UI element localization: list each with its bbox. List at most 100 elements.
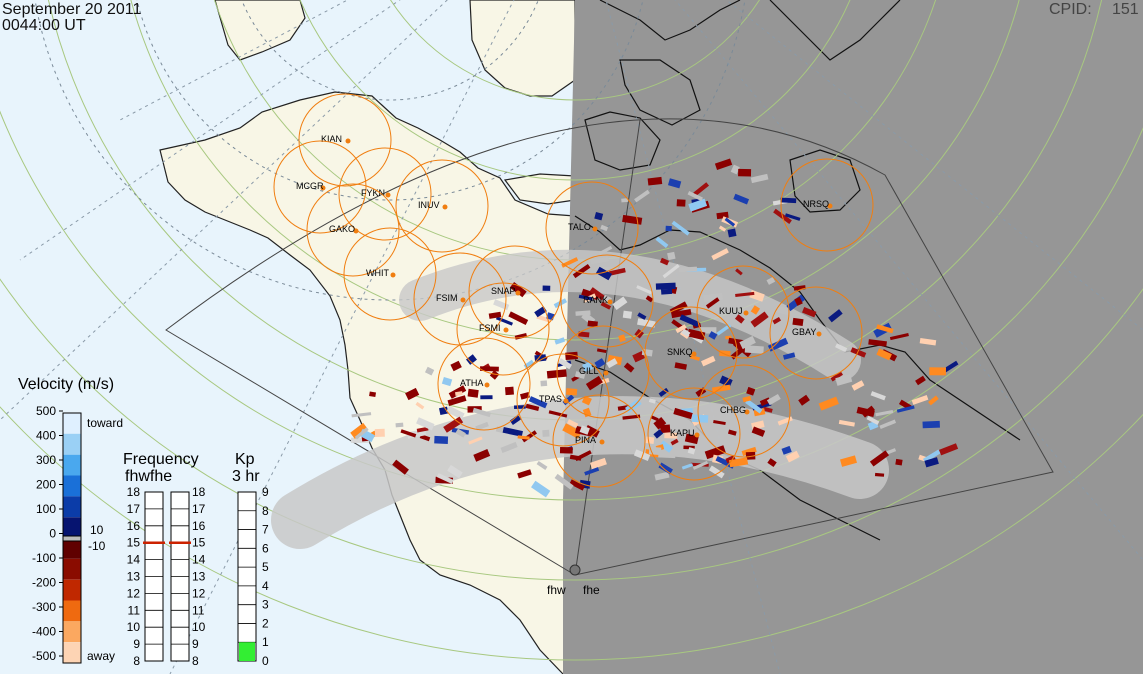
kp-title: Kp bbox=[235, 451, 255, 468]
velocity-color-segment bbox=[63, 454, 81, 476]
frequency-title: Frequency bbox=[123, 451, 199, 468]
velocity-cell bbox=[565, 388, 578, 396]
velocity-cell bbox=[578, 294, 593, 301]
velocity-cell bbox=[671, 308, 692, 319]
velocity-cell bbox=[780, 197, 797, 204]
velocity-cell bbox=[647, 176, 663, 186]
velocity-cell bbox=[447, 464, 463, 479]
velocity-cell bbox=[582, 407, 592, 418]
velocity-cell bbox=[919, 337, 937, 346]
velocity-cell bbox=[419, 434, 431, 442]
velocity-cell bbox=[673, 407, 693, 420]
station-ring bbox=[556, 325, 650, 419]
velocity-cell bbox=[405, 387, 420, 401]
velocity-color-segment bbox=[63, 496, 81, 518]
station-dot bbox=[390, 272, 396, 278]
velocity-cell bbox=[670, 438, 679, 446]
velocity-cell bbox=[374, 428, 385, 437]
velocity-cell bbox=[869, 450, 890, 467]
velocity-cell bbox=[744, 345, 764, 354]
station-code-label: PINA bbox=[575, 435, 596, 445]
velocity-cell bbox=[542, 429, 550, 437]
station-dot bbox=[694, 432, 700, 438]
velocity-cell bbox=[687, 447, 696, 455]
velocity-cell bbox=[915, 375, 926, 386]
velocity-cell bbox=[609, 423, 620, 433]
station-code-label: SNAP bbox=[491, 286, 516, 296]
velocity-cell bbox=[468, 436, 483, 445]
station-dot bbox=[607, 299, 613, 305]
ground-scatter-band-north bbox=[399, 249, 861, 381]
velocity-cell bbox=[645, 436, 655, 445]
magnetometer-stations: KIAN MCGR FYKN INUV GAKO WHIT FSIM SNAP FSMI TALO… bbox=[273, 93, 874, 488]
velocity-cell bbox=[542, 285, 551, 291]
velocity-tick-label: 400 bbox=[36, 429, 56, 443]
velocity-cell bbox=[732, 340, 752, 358]
kp-value-bar bbox=[239, 642, 255, 661]
station-code-label: FYKN bbox=[361, 188, 385, 198]
velocity-cell bbox=[623, 362, 635, 373]
kp-column bbox=[237, 491, 257, 662]
velocity-cell bbox=[661, 288, 673, 295]
velocity-cell bbox=[609, 267, 626, 276]
fov-beam-boundary bbox=[574, 119, 641, 576]
station-kian: KIAN bbox=[298, 93, 392, 187]
velocity-cell bbox=[928, 395, 939, 406]
velocity-cell bbox=[618, 334, 626, 343]
kp-tick-label: 4 bbox=[262, 579, 269, 593]
velocity-cell bbox=[705, 297, 720, 309]
radar-label-east: fhe bbox=[583, 583, 600, 597]
velocity-cell bbox=[798, 394, 810, 406]
velocity-cell bbox=[835, 343, 848, 353]
station-dot bbox=[353, 228, 359, 234]
velocity-cell bbox=[596, 348, 607, 354]
velocity-cell bbox=[681, 328, 691, 337]
velocity-cell bbox=[585, 375, 603, 391]
velocity-cell bbox=[830, 371, 844, 382]
velocity-cell bbox=[751, 426, 766, 437]
velocity-cell bbox=[650, 415, 659, 422]
velocity-cell bbox=[439, 406, 449, 416]
velocity-cell bbox=[446, 405, 465, 420]
station-fykn: FYKN bbox=[338, 147, 432, 241]
velocity-cell bbox=[687, 328, 706, 341]
velocity-color-segment bbox=[63, 538, 81, 559]
velocity-cell bbox=[536, 314, 551, 323]
station-dot bbox=[827, 203, 833, 209]
station-dot bbox=[345, 138, 351, 144]
velocity-cell bbox=[794, 296, 803, 306]
station-ring bbox=[437, 337, 531, 431]
velocity-cell bbox=[416, 417, 435, 431]
station-snap: SNAP bbox=[468, 245, 562, 339]
velocity-cell bbox=[659, 440, 673, 453]
velocity-cell bbox=[621, 198, 629, 203]
velocity-cell bbox=[612, 296, 628, 310]
velocity-cell bbox=[734, 314, 745, 324]
velocity-cell bbox=[565, 351, 578, 360]
velocity-cell bbox=[850, 347, 867, 358]
velocity-cell bbox=[745, 399, 763, 414]
velocity-cell bbox=[895, 458, 903, 466]
velocity-cell bbox=[782, 352, 796, 360]
radar-label-west: fhw bbox=[547, 583, 566, 597]
velocity-cell bbox=[600, 224, 609, 232]
station-ring bbox=[338, 147, 432, 241]
station-gill: GILL bbox=[556, 325, 650, 419]
velocity-cell bbox=[392, 459, 409, 475]
latitude-circle-0 bbox=[390, 0, 760, 101]
velocity-cell bbox=[767, 458, 777, 468]
velocity-cell bbox=[818, 396, 839, 411]
station-dot bbox=[503, 327, 509, 333]
velocity-cell bbox=[540, 380, 548, 387]
frequency-tick-left: 11 bbox=[128, 603, 141, 617]
velocity-cell bbox=[923, 449, 941, 463]
velocity-cell bbox=[517, 469, 532, 479]
station-dot bbox=[442, 204, 448, 210]
night-region bbox=[563, 0, 1143, 674]
date-label: September 20 2011 bbox=[2, 1, 142, 18]
velocity-cell bbox=[785, 450, 800, 463]
station-whit: WHIT bbox=[343, 227, 437, 321]
station-code-label: TPAS bbox=[539, 394, 562, 404]
velocity-cell bbox=[876, 348, 892, 361]
